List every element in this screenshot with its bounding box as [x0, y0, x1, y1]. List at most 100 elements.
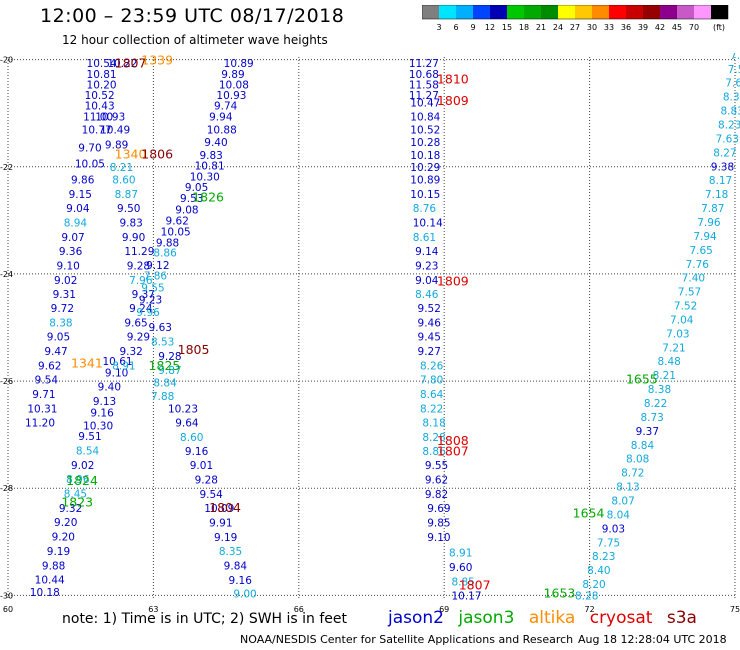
wave-height-label: 10.93 — [95, 111, 125, 123]
wave-height-label: 10.93 — [216, 90, 246, 102]
wave-height-label: 9.70 — [78, 143, 101, 155]
wave-height-label: 11.29 — [124, 246, 154, 258]
wave-height-label: 9.37 — [636, 426, 659, 438]
wave-height-label: 7.57 — [678, 287, 701, 299]
wave-height-label: 7.63 — [716, 133, 739, 145]
colorbar-tick-label: 42 — [655, 23, 665, 32]
wave-height-label: 10.52 — [85, 90, 115, 102]
wave-height-label: 9.91 — [209, 517, 232, 529]
wave-height-label: 9.60 — [449, 562, 472, 574]
colorbar-swatch — [694, 5, 711, 19]
pass-time-label: 1804 — [209, 500, 241, 515]
colorbar-tick-label: 12 — [485, 23, 495, 32]
wave-height-label: 9.05 — [47, 332, 70, 344]
wave-height-label: 11.27 — [409, 90, 439, 102]
wave-height-label: 9.14 — [415, 246, 439, 258]
wave-height-label: 9.32 — [59, 503, 82, 515]
wave-height-label: 8.22 — [644, 398, 667, 410]
wave-height-label: 9.94 — [209, 111, 233, 123]
wave-height-label: 7.04 — [670, 314, 694, 326]
pass-time-label: 1810 — [437, 71, 469, 86]
y-tick-label: -30 — [0, 591, 13, 600]
wave-height-label: 9.72 — [51, 303, 74, 315]
pass-time-label: 1825 — [149, 358, 181, 373]
wave-height-label: 8.91 — [449, 547, 472, 559]
wave-height-label: 9.55 — [141, 282, 164, 294]
wave-height-label: 10.14 — [413, 218, 443, 230]
colorbar-swatch — [609, 5, 626, 19]
wave-height-label: 8.23 — [592, 551, 615, 563]
wave-height-label: 9.16 — [90, 408, 114, 420]
wave-height-label: 9.36 — [59, 246, 83, 258]
wave-height-label: 8.27 — [713, 147, 736, 159]
wave-height-label: 9.32 — [119, 346, 142, 358]
pass-time-label: 1653 — [544, 586, 576, 601]
pass-time-label: 1809 — [437, 273, 469, 288]
wave-height-label: 10.52 — [410, 124, 440, 136]
x-tick-label: 75 — [730, 605, 740, 614]
wave-height-label: 8.38 — [49, 318, 72, 330]
chart-subtitle: 12 hour collection of altimeter wave hei… — [62, 33, 328, 47]
x-tick-label: 60 — [3, 605, 13, 614]
wave-height-label: 10.28 — [410, 137, 440, 149]
wave-height-label: 10.49 — [100, 124, 130, 136]
wave-height-label: 8.96 — [66, 474, 90, 486]
colorbar-tick-label: 30 — [587, 23, 597, 32]
colorbar-tick-label: 70 — [689, 23, 699, 32]
wave-height-label: 10.30 — [190, 171, 220, 183]
wave-height-label: 7.54 — [728, 64, 740, 76]
wave-height-label: 9.88 — [42, 560, 65, 572]
wave-height-label: 9.83 — [119, 218, 142, 230]
wave-height-label: 9.13 — [93, 396, 116, 408]
wave-height-label: 9.24 — [129, 303, 153, 315]
wave-height-label: 10.81 — [87, 69, 117, 81]
wave-height-label: 10.81 — [195, 161, 225, 173]
colorbar-tick-label: 24 — [553, 23, 563, 32]
wave-height-label: 7.75 — [597, 537, 620, 549]
wave-height-label: 10.23 — [168, 403, 198, 415]
wave-height-label: 10.31 — [27, 403, 57, 415]
wave-height-label: 9.04 — [415, 275, 439, 287]
wave-height-label: 9.15 — [69, 189, 92, 201]
wave-height-label: 8.87 — [115, 189, 138, 201]
wave-height-label: 8.73 — [640, 412, 663, 424]
colorbar-swatch — [626, 5, 643, 19]
satellite-legend: jason2 jason3 altika cryosat s3a — [388, 608, 706, 628]
wave-height-label: 9.38 — [711, 161, 734, 173]
wave-height-label: 7.18 — [705, 189, 728, 201]
wave-height-label: 8.60 — [180, 432, 203, 444]
wave-height-label: 9.45 — [418, 332, 441, 344]
wave-height-label: 8.76 — [413, 203, 437, 215]
wave-height-label: 7.87 — [701, 203, 724, 215]
footnote: note: 1) Time is in UTC; 2) SWH is in fe… — [62, 611, 348, 627]
wave-height-label: 8.45 — [64, 489, 87, 501]
wave-height-label: 10.84 — [410, 111, 440, 123]
wave-height-label: 9.54 — [199, 489, 223, 501]
wave-height-label: 10.44 — [35, 574, 65, 586]
wave-height-label: 10.18 — [30, 587, 60, 599]
x-tick-label: 63 — [148, 605, 158, 614]
wave-height-label: 10.54 — [87, 58, 117, 70]
wave-height-label: 8.18 — [422, 417, 445, 429]
wave-height-label: 8.08 — [626, 454, 649, 466]
wave-height-label: 11.20 — [25, 417, 55, 429]
pass-time-label: 1808 — [437, 433, 469, 448]
wave-height-label: 9.83 — [199, 150, 222, 162]
wave-height-label: 7.6 — [730, 50, 740, 62]
wave-height-label: 10.22 — [107, 58, 137, 70]
wave-height-label: 9.10 — [56, 260, 79, 272]
wave-height-label: 9.03 — [602, 523, 625, 535]
wave-height-label: 7.96 — [697, 217, 721, 229]
wave-height-label: 7.8 — [733, 36, 740, 48]
wave-height-label: 8.28 — [575, 590, 598, 602]
pass-time-label: 1809 — [437, 93, 469, 108]
wave-height-label: 9.16 — [185, 446, 209, 458]
wave-height-label: 9.20 — [54, 517, 77, 529]
wave-height-label: 9.20 — [52, 531, 75, 543]
wave-height-label: 9.82 — [425, 489, 448, 501]
grid-layer — [7, 57, 736, 598]
wave-height-label: 10.89 — [224, 58, 254, 70]
wave-height-label: 9.19 — [214, 532, 237, 544]
wave-height-label: 8.39 — [723, 92, 740, 104]
